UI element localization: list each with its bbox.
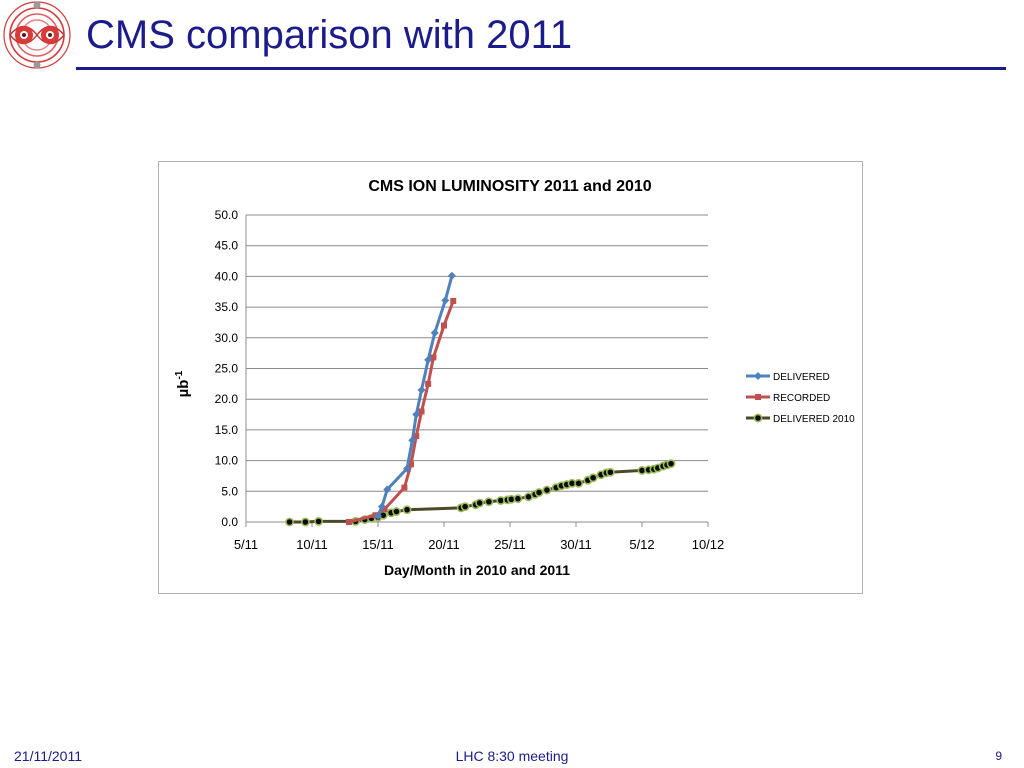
x-tick-label: 5/12 [629, 537, 654, 552]
recorded-point [401, 484, 408, 491]
recorded-point [345, 519, 352, 525]
y-tick-label: 40.0 [215, 269, 239, 283]
delivered-point [441, 296, 450, 305]
delivered-2010-point [314, 516, 323, 526]
y-tick-label: 5.0 [221, 484, 238, 498]
x-tick-label: 20/11 [428, 537, 460, 552]
delivered-point [383, 485, 392, 494]
delivered-point [377, 502, 386, 511]
x-tick-label: 10/11 [296, 537, 328, 552]
grid-lines [246, 214, 708, 492]
recorded-point [381, 506, 388, 513]
footer-date: 21/11/2011 [14, 748, 82, 764]
delivered-2010-point [588, 473, 598, 483]
legend-label: DELIVERED 2010 [773, 414, 855, 425]
delivered-2010-point [513, 494, 523, 504]
x-tick-label: 5/11 [234, 537, 258, 552]
x-tick-label: 25/11 [494, 537, 526, 552]
x-tick-label: 30/11 [560, 537, 592, 552]
y-tick-label: 35.0 [215, 300, 239, 314]
y-tick-label: 20.0 [215, 392, 239, 406]
delivered-2010-point [285, 517, 294, 527]
delivered-point [374, 511, 382, 520]
y-tick-labels: 0.0 5.0 10.0 15.0 20.0 25.0 30.0 35.0 40.0 45.0 50… [215, 208, 239, 529]
delivered-point [403, 464, 412, 473]
y-tick-label: 10.0 [215, 454, 239, 468]
y-axis-label-exponent: -1 [174, 370, 185, 379]
delivered-2010-point [402, 505, 412, 515]
legend-item-delivered: DELIVERED [746, 372, 830, 383]
delivered-point [754, 372, 762, 380]
delivered-2010-point [534, 488, 544, 497]
footer-meeting-name: LHC 8:30 meeting [455, 748, 569, 764]
delivered-2010-point [392, 507, 401, 516]
delivered-2010-point [666, 459, 676, 469]
recorded-point [441, 322, 447, 329]
chart-title: CMS ION LUMINOSITY 2011 and 2010 [368, 178, 651, 195]
delivered-2010-point [753, 413, 763, 423]
chart-legend: DELIVERED RECORDED DELIVERED 2010 [746, 372, 855, 425]
y-tick-label: 25.0 [215, 362, 239, 376]
delivered-2010-point [475, 498, 485, 508]
delivered-point [424, 355, 433, 364]
x-tick-labels: 5/11 10/11 15/11 20/11 25/11 30/11 5/12 10/12 [234, 537, 724, 552]
recorded-point [425, 380, 432, 387]
delivered-point [417, 385, 426, 394]
y-tick-label: 50.0 [215, 208, 239, 222]
series-lines [285, 271, 676, 527]
delivered-point [447, 271, 456, 280]
title-underline [76, 67, 1006, 70]
delivered-2010-point [542, 485, 552, 495]
y-tick-label: 45.0 [215, 239, 239, 253]
y-tick-label: 0.0 [221, 515, 238, 529]
y-tick-label: 30.0 [215, 331, 239, 345]
y-axis-label-main: µb [175, 380, 192, 398]
x-tick-label: 15/11 [362, 537, 394, 552]
x-axis-label: Day/Month in 2010 and 2011 [384, 562, 570, 578]
series-delivered-2010 [285, 459, 676, 527]
recorded-line [348, 300, 455, 524]
lhc-logo [3, 1, 71, 69]
delivered-2010-point [484, 497, 494, 507]
delivered-2010-point [460, 502, 470, 512]
delivered-point [412, 410, 421, 419]
y-axis-label: µb-1 [174, 370, 192, 397]
slide-title: CMS comparison with 2011 [86, 13, 573, 57]
logo-mark [3, 1, 71, 69]
recorded-point [450, 297, 457, 304]
luminosity-chart: CMS ION LUMINOSITY 2011 and 2010 0.0 5.0 1… [174, 178, 855, 578]
recorded-point [430, 354, 437, 361]
recorded-point [413, 433, 420, 440]
recorded-point [755, 394, 761, 400]
x-tick-label: 10/12 [692, 537, 725, 552]
legend-label: DELIVERED [773, 372, 830, 383]
delivered-point [408, 436, 417, 445]
delivered-line [376, 275, 454, 517]
y-tick-label: 15.0 [215, 423, 239, 437]
delivered-2010-point [605, 467, 615, 477]
axes [245, 215, 709, 527]
recorded-point [408, 461, 414, 468]
delivered-point [430, 328, 439, 337]
delivered-2010-point [574, 478, 584, 488]
delivered-2010-point [300, 517, 310, 527]
recorded-point [418, 408, 425, 415]
legend-item-delivered-2010: DELIVERED 2010 [746, 413, 855, 425]
legend-item-recorded: RECORDED [746, 393, 830, 404]
series-delivered [374, 271, 456, 520]
legend-label: RECORDED [773, 393, 830, 404]
page-number: 9 [995, 749, 1002, 763]
